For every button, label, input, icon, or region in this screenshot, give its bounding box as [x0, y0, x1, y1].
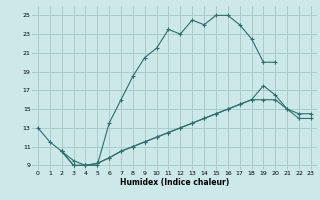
X-axis label: Humidex (Indice chaleur): Humidex (Indice chaleur): [120, 178, 229, 187]
